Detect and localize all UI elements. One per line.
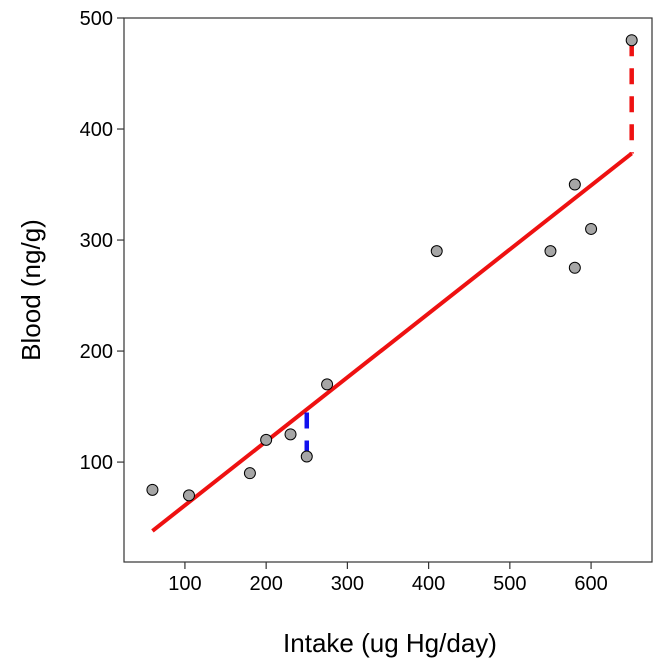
y-tick-label: 500 [80, 8, 113, 30]
x-tick-label: 100 [168, 573, 201, 595]
data-point [568, 178, 581, 191]
fit-line-layer [151, 151, 633, 533]
data-point [243, 467, 256, 480]
y-axis: 100 200 300 400 500 [80, 8, 124, 474]
data-point [585, 222, 598, 235]
y-axis-title: Blood (ng/g) [16, 219, 46, 361]
x-tick-label: 200 [249, 573, 282, 595]
x-tick-label: 300 [331, 573, 364, 595]
data-point [321, 378, 334, 391]
y-tick-label: 300 [80, 230, 113, 252]
data-point [544, 245, 557, 258]
x-tick-label: 600 [574, 573, 607, 595]
x-tick-label: 400 [412, 573, 445, 595]
y-tick-label: 400 [80, 119, 113, 141]
residual-layer [304, 40, 634, 457]
plot-panel [123, 17, 653, 563]
y-tick-label: 200 [80, 341, 113, 363]
data-point [182, 489, 195, 502]
data-point [625, 34, 638, 47]
x-axis-title: Intake (ug Hg/day) [283, 628, 497, 658]
y-tick-label: 100 [80, 452, 113, 474]
data-points [146, 34, 638, 502]
x-axis: 100 200 300 400 500 600 [168, 562, 608, 595]
data-point [430, 245, 443, 258]
data-point [568, 261, 581, 274]
fit-line [151, 151, 633, 533]
x-tick-label: 500 [493, 573, 526, 595]
data-point [146, 483, 159, 496]
data-point [260, 433, 273, 446]
data-point [284, 428, 297, 441]
data-point [300, 450, 313, 463]
